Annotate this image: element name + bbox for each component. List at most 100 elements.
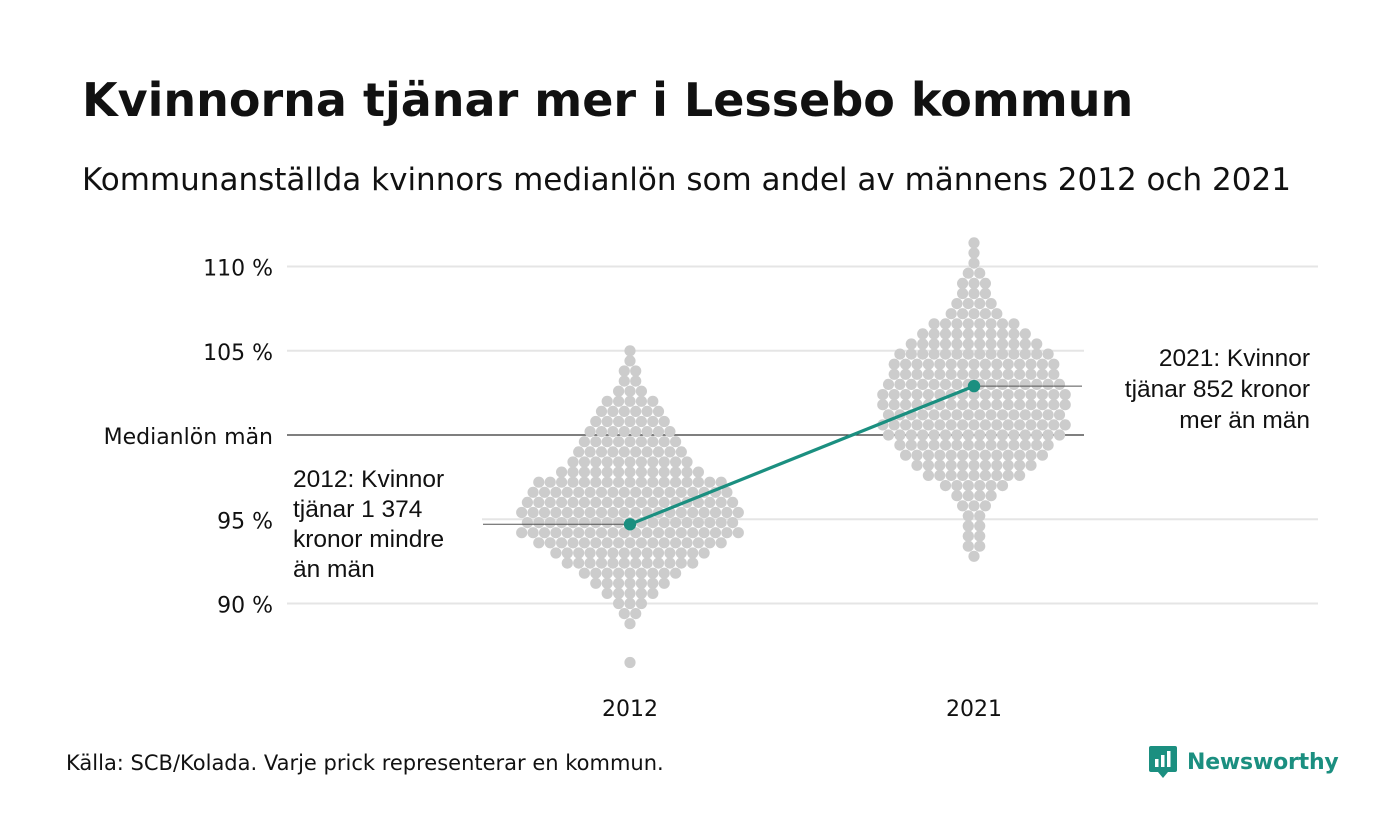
swarm-dot xyxy=(652,527,665,539)
swarm-dot xyxy=(618,547,630,559)
swarm-dot xyxy=(962,520,974,532)
swarm-dot xyxy=(877,389,889,401)
swarm-dot xyxy=(630,506,642,519)
swarm-dot xyxy=(670,537,682,549)
swarm-dot xyxy=(1025,389,1037,401)
swarm-dot xyxy=(715,537,727,549)
swarm-dot xyxy=(578,466,591,478)
swarm-dot xyxy=(578,436,591,448)
swarm-dot xyxy=(1059,389,1071,401)
swarm-dot xyxy=(957,449,969,461)
swarm-dot xyxy=(601,456,613,468)
swarm-dot xyxy=(624,618,636,630)
brand[interactable]: Newsworthy xyxy=(1148,742,1339,782)
swarm-dot xyxy=(911,449,923,461)
swarm-dot xyxy=(1002,368,1014,380)
swarm-dot xyxy=(1019,378,1031,390)
swarm-dot xyxy=(1036,389,1048,401)
swarm-dot xyxy=(979,287,992,300)
swarm-dot xyxy=(1053,409,1066,421)
annotation-2012-line: 2012: Kvinnor xyxy=(293,466,444,493)
swarm-dot xyxy=(1008,338,1020,350)
swarm-dot xyxy=(624,496,636,508)
swarm-dot xyxy=(917,429,929,441)
swarm-dot xyxy=(951,378,963,390)
swarm-dot xyxy=(624,656,636,669)
brand-name: Newsworthy xyxy=(1187,749,1339,775)
swarm-dot xyxy=(721,527,733,539)
swarm-dot xyxy=(590,436,602,448)
swarm-dot xyxy=(911,419,923,431)
swarm-dot xyxy=(556,466,568,478)
source-note: Källa: SCB/Kolada. Varje prick represent… xyxy=(66,751,664,775)
swarm-dot xyxy=(945,469,957,481)
swarm-dot xyxy=(584,527,596,539)
swarm-dot xyxy=(635,466,648,478)
swarm-dot xyxy=(578,496,591,508)
swarm-dot xyxy=(567,476,579,488)
swarm-dot xyxy=(635,436,648,448)
swarm-dot xyxy=(635,476,648,488)
swarm-dot xyxy=(1019,348,1031,360)
swarm-dot xyxy=(687,506,699,519)
swarm-dot xyxy=(618,506,630,519)
swarm-dot xyxy=(945,399,957,411)
swarm-dot xyxy=(544,476,556,488)
swarm-dot xyxy=(647,577,659,589)
swarm-dot xyxy=(601,537,613,549)
swarm-dot xyxy=(974,409,986,421)
swarm-dot xyxy=(951,328,963,340)
swarm-dot xyxy=(670,476,682,488)
swarm-dot xyxy=(681,537,693,549)
swarm-dot xyxy=(704,476,716,488)
swarm-dot xyxy=(968,449,980,461)
swarm-dot xyxy=(979,368,992,380)
swarm-dot xyxy=(945,419,957,431)
swarm-dot xyxy=(974,530,986,542)
swarm-dot xyxy=(962,409,974,421)
swarm-dot xyxy=(630,365,642,377)
swarm-dot xyxy=(670,456,682,468)
swarm-dot xyxy=(974,480,986,492)
swarm-dot xyxy=(670,436,682,448)
swarm-dot xyxy=(1031,348,1043,360)
swarm-dot xyxy=(624,476,636,488)
swarm-dot xyxy=(721,506,733,519)
swarm-dot xyxy=(618,405,630,417)
swarm-dot xyxy=(1002,459,1014,471)
swarm-dot xyxy=(917,439,929,451)
swarm-dot xyxy=(996,338,1009,350)
swarm-dot xyxy=(934,358,946,370)
swarm-dot xyxy=(533,496,545,508)
swarm-dot xyxy=(556,517,568,529)
swarm-dot xyxy=(974,298,986,310)
swarm-dot xyxy=(692,537,705,549)
swarm-dot xyxy=(962,439,974,451)
swarm-dot xyxy=(1008,439,1020,451)
swarm-dot xyxy=(624,587,636,600)
swarm-dot xyxy=(962,298,974,310)
swarm-dot xyxy=(1059,399,1071,411)
swarm-dot xyxy=(905,439,917,451)
swarm-dot xyxy=(974,510,986,522)
swarm-dot xyxy=(968,459,980,471)
swarm-dot xyxy=(561,547,573,559)
swarm-dot xyxy=(1002,399,1014,411)
swarm-dot xyxy=(996,318,1009,330)
swarm-dot xyxy=(704,537,716,549)
annotation-background xyxy=(286,460,482,588)
swarm-dot xyxy=(968,308,980,320)
highlight-line xyxy=(629,384,975,526)
swarm-dot xyxy=(939,348,952,360)
swarm-dot xyxy=(538,527,551,539)
swarm-dot xyxy=(1019,439,1031,451)
swarm-dot xyxy=(595,557,608,569)
swarm-dot xyxy=(675,527,687,539)
swarm-dot xyxy=(991,399,1003,411)
swarm-dot xyxy=(556,476,568,488)
swarm-dot xyxy=(607,405,619,417)
annotation-background xyxy=(1084,338,1318,438)
swarm-dot xyxy=(692,466,705,478)
swarm-dot xyxy=(991,459,1003,471)
swarm-dot xyxy=(624,395,636,407)
